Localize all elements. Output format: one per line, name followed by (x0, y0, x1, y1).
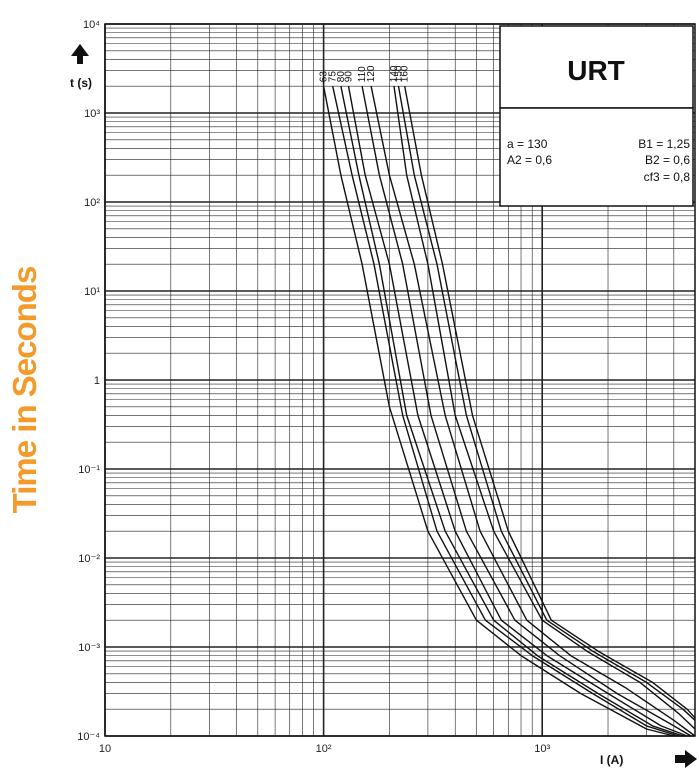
curve-label-140: 140 (389, 65, 400, 82)
legend-title-box (499, 25, 694, 109)
x-axis-label: I (A) (600, 753, 623, 767)
x-tick-label: 10³ (534, 743, 550, 755)
param-cf3: cf3 = 0,8 (644, 170, 691, 184)
curve-label-75: 75 (328, 71, 339, 83)
y-tick-label: 10⁻¹ (78, 464, 100, 476)
curve-label-80: 80 (336, 71, 347, 83)
curve-label-90: 90 (344, 71, 355, 83)
y-tick-label: 10⁻⁴ (77, 731, 100, 743)
y-tick-label: 10³ (84, 108, 100, 120)
param-b2: B2 = 0,6 (645, 153, 690, 167)
param-a2: A2 = 0,6 (507, 153, 552, 167)
legend-params-box (499, 107, 694, 207)
curve-75 (332, 86, 679, 737)
curve-140 (393, 86, 696, 730)
curves-group (322, 86, 696, 737)
right-arrow-icon (675, 750, 697, 768)
curve-90 (347, 86, 688, 737)
y-tick-label: 10⁻³ (78, 642, 100, 654)
ticks-group: 10 10² 10³ 10⁴ 10³ 10² 10¹ 1 10⁻¹ 10⁻² 10⁻³ 10⁻⁴ (77, 19, 550, 755)
curve-label-110: 110 (357, 66, 368, 82)
curve-150 (397, 86, 696, 721)
curve-63 (322, 86, 674, 737)
y-tick-label: 10¹ (84, 286, 100, 298)
curve-label-63: 63 (319, 71, 330, 83)
plot-frame (104, 23, 696, 737)
legend-box: URT a = 130 B1 = 1,25 A2 = 0,6 B2 = 0,6 … (499, 25, 694, 207)
param-a: a = 130 (507, 137, 548, 151)
y-tick-label: 10⁴ (83, 19, 100, 31)
curve-120 (370, 86, 696, 737)
curve-label-120: 120 (366, 65, 377, 82)
param-b1: B1 = 1,25 (638, 137, 690, 151)
x-tick-label: 10² (316, 743, 332, 755)
y-axis-label: t (s) (70, 76, 92, 90)
curve-label-150: 150 (393, 65, 404, 82)
curve-80 (340, 86, 684, 737)
curve-110 (361, 86, 692, 737)
y-tick-label: 10² (84, 197, 100, 209)
up-arrow-icon (71, 44, 89, 64)
y-tick-label: 1 (94, 375, 100, 387)
chart-title: URT (567, 55, 625, 86)
y-tick-label: 10⁻² (78, 553, 100, 565)
curve-label-160: 160 (400, 65, 411, 82)
curve-160 (404, 86, 696, 719)
x-tick-label: 10 (99, 743, 111, 755)
